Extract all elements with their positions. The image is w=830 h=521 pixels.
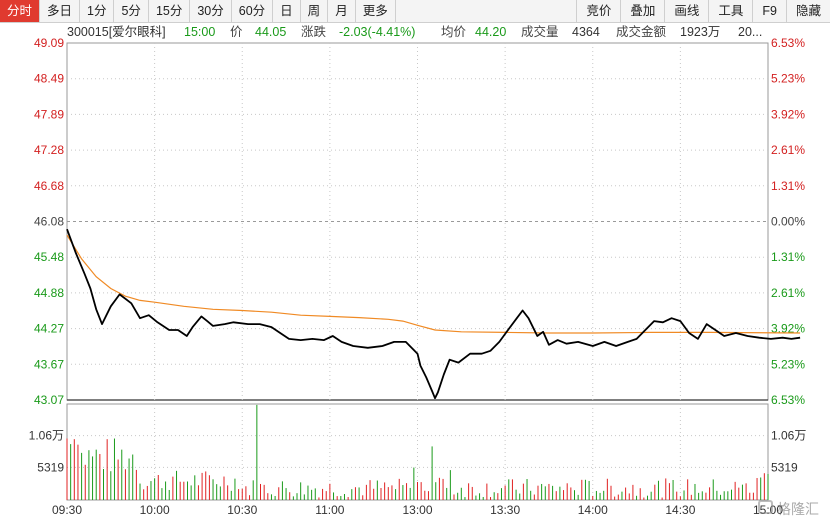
pct-tick-label: 1.31% xyxy=(771,250,805,264)
tab-10[interactable]: 更多 xyxy=(356,0,396,22)
amount-value: 1923万 xyxy=(680,25,721,39)
watermark-text: 格隆汇 xyxy=(777,501,819,517)
watermark: 格隆汇 xyxy=(758,498,828,518)
volume-value: 4364 xyxy=(572,25,600,39)
price-tick-label: 45.48 xyxy=(34,250,64,264)
time-tick-label: 10:00 xyxy=(140,503,170,517)
price-tick-label: 46.68 xyxy=(34,179,64,193)
tab-9[interactable]: 月 xyxy=(328,0,356,22)
time-tick-label: 11:00 xyxy=(315,503,344,517)
amount-label: 成交金额 xyxy=(616,25,667,39)
tool-button-0[interactable]: 竞价 xyxy=(576,0,620,22)
tool-button-3[interactable]: 工具 xyxy=(708,0,752,22)
pct-tick-label: 2.61% xyxy=(771,143,805,157)
pct-tick-label: 1.31% xyxy=(771,179,805,193)
volume-label: 成交量 xyxy=(521,25,559,39)
time-value: 15:00 xyxy=(184,25,216,39)
tab-8[interactable]: 周 xyxy=(301,0,329,22)
tab-5[interactable]: 30分 xyxy=(190,0,232,22)
price-tick-label: 48.49 xyxy=(34,72,64,86)
price-tick-label: 43.67 xyxy=(34,357,64,371)
volume-tick-label-right: 5319 xyxy=(771,460,798,474)
pct-tick-label: 0.00% xyxy=(771,215,805,229)
change-label: 涨跌 xyxy=(301,25,327,39)
watermark-logo-icon xyxy=(758,500,773,514)
pct-tick-label: 5.23% xyxy=(771,357,805,371)
time-tick-label: 10:30 xyxy=(227,503,257,517)
price-line xyxy=(66,228,801,400)
toolbar-spacer xyxy=(396,0,577,22)
time-tick-label: 13:30 xyxy=(490,503,520,517)
avg-price-line xyxy=(66,234,801,334)
quote-info-bar: 300015[爱尔眼科] 15:00 价 44.05 涨跌 -2.03(-4.4… xyxy=(0,23,830,41)
price-tick-label: 43.07 xyxy=(34,393,64,407)
info-trailing: 20... xyxy=(738,25,763,39)
pct-tick-label: 3.92% xyxy=(771,322,805,336)
time-tick-label: 09:30 xyxy=(52,503,82,517)
tool-button-1[interactable]: 叠加 xyxy=(620,0,664,22)
time-tick-label: 13:00 xyxy=(402,503,432,517)
price-pane-frame xyxy=(66,42,769,401)
volume-pane-frame xyxy=(66,403,769,501)
stock-code-name: 300015[爱尔眼科] xyxy=(67,25,166,39)
volume-tick-label-right: 1.06万 xyxy=(771,429,806,443)
tab-1[interactable]: 多日 xyxy=(40,0,81,22)
avg-value: 44.20 xyxy=(475,25,507,39)
price-tick-label: 46.08 xyxy=(34,215,64,229)
tool-button-2[interactable]: 画线 xyxy=(664,0,708,22)
volume-tick-label: 1.06万 xyxy=(29,429,64,443)
time-tick-label: 14:30 xyxy=(665,503,695,517)
price-tick-label: 44.27 xyxy=(34,322,64,336)
price-tick-label: 44.88 xyxy=(34,286,64,300)
time-tick-label: 14:00 xyxy=(578,503,608,517)
pct-tick-label: 3.92% xyxy=(771,107,805,121)
price-tick-label: 47.89 xyxy=(34,107,64,121)
volume-tick-label: 5319 xyxy=(37,460,64,474)
price-value: 44.05 xyxy=(255,25,287,39)
tool-button-5[interactable]: 隐藏 xyxy=(785,0,830,22)
tab-0[interactable]: 分时 xyxy=(0,0,41,22)
tab-4[interactable]: 15分 xyxy=(149,0,191,22)
tab-6[interactable]: 60分 xyxy=(232,0,274,22)
pct-tick-label: 5.23% xyxy=(771,72,805,86)
avg-label: 均价 xyxy=(441,25,467,39)
tab-7[interactable]: 日 xyxy=(273,0,301,22)
tab-2[interactable]: 1分 xyxy=(80,0,115,22)
price-label: 价 xyxy=(230,25,243,39)
tool-button-4[interactable]: F9 xyxy=(752,0,786,22)
pct-tick-label: 6.53% xyxy=(771,393,805,407)
price-tick-label: 47.28 xyxy=(34,143,64,157)
change-value: -2.03(-4.41%) xyxy=(339,25,416,39)
toolbar: 分时 多日 1分 5分 15分 30分 60分日周月更多 竞价 叠加 画线 工具 F9 隐藏 xyxy=(0,0,830,23)
tab-3[interactable]: 5分 xyxy=(114,0,149,22)
pct-tick-label: 2.61% xyxy=(771,286,805,300)
